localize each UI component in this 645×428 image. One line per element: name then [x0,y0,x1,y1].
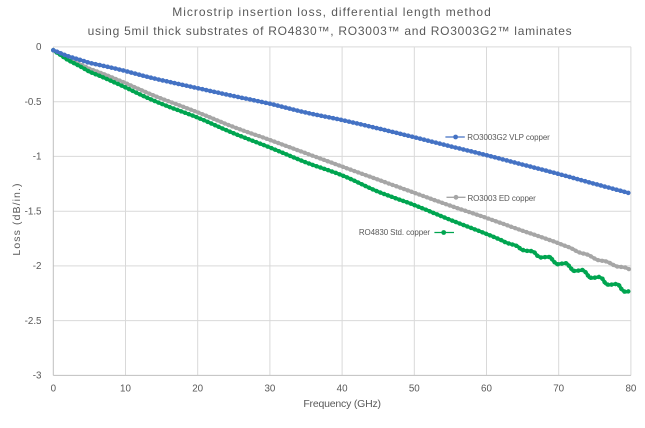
svg-text:Loss (dB/in.): Loss (dB/in.) [11,182,23,255]
svg-text:60: 60 [481,384,492,395]
svg-text:20: 20 [192,384,203,395]
svg-text:80: 80 [625,384,636,395]
svg-text:RO3003 ED copper: RO3003 ED copper [468,194,537,203]
svg-text:-1: -1 [33,152,42,163]
svg-text:70: 70 [553,384,564,395]
svg-text:using 5mil thick substrates of: using 5mil thick substrates of RO4830™, … [88,24,573,38]
svg-text:50: 50 [409,384,420,395]
svg-text:10: 10 [120,384,131,395]
svg-text:30: 30 [264,384,275,395]
svg-text:0: 0 [51,384,57,395]
svg-text:-2: -2 [33,261,42,272]
svg-text:RO3003G2 VLP copper: RO3003G2 VLP copper [467,133,550,142]
svg-text:-3: -3 [33,371,42,382]
svg-text:-0.5: -0.5 [25,97,42,108]
svg-text:RO4830 Std. copper: RO4830 Std. copper [359,228,431,237]
svg-text:-2.5: -2.5 [25,316,42,327]
svg-text:Frequency (GHz): Frequency (GHz) [303,398,381,410]
svg-text:Microstrip insertion loss, dif: Microstrip insertion loss, differential … [172,5,492,19]
svg-text:-1.5: -1.5 [25,207,42,218]
svg-text:40: 40 [337,384,348,395]
svg-text:0: 0 [36,42,42,53]
